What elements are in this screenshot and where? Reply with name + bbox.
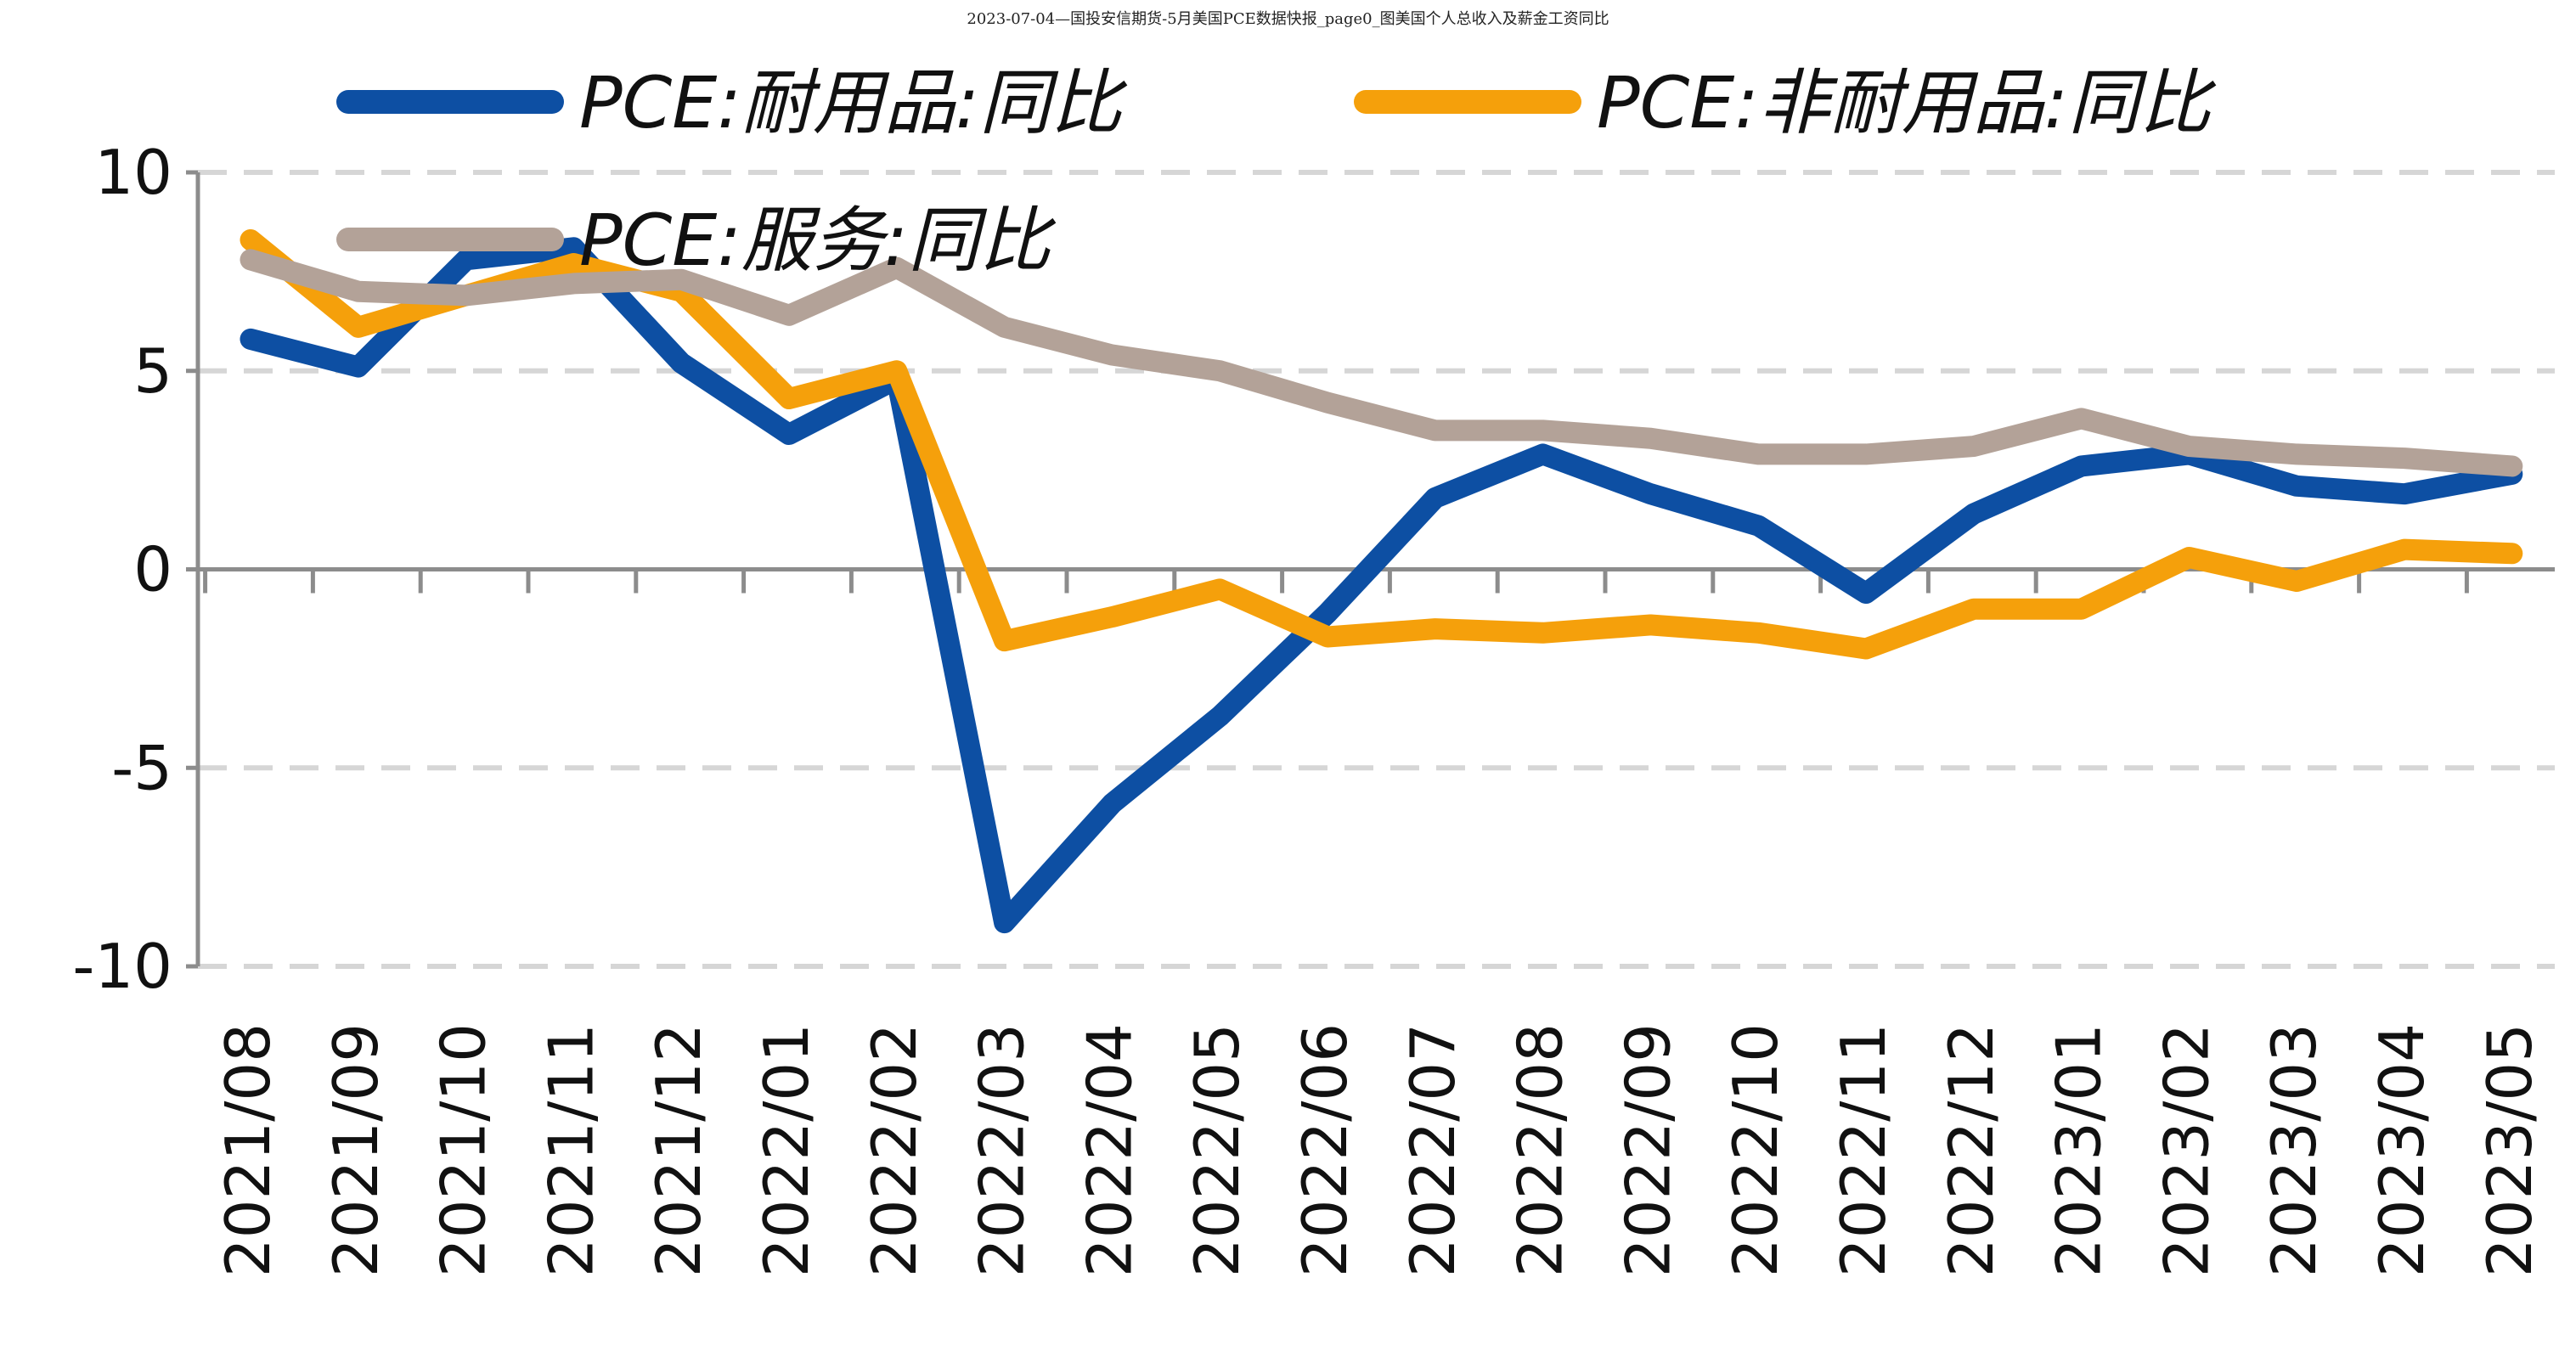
x-tick-label: 2021/09	[320, 1023, 392, 1277]
x-tick-label: 2023/05	[2474, 1023, 2545, 1277]
x-tick-label: 2022/10	[1720, 1023, 1791, 1277]
x-tick-label: 2022/11	[1828, 1023, 1899, 1277]
x-tick-label: 2021/12	[643, 1023, 714, 1277]
page-caption: 2023-07-04—国投安信期货-5月美国PCE数据快报_page0_图美国个…	[967, 10, 1609, 28]
y-tick-label: 10	[94, 137, 172, 208]
x-tick-label: 2022/07	[1397, 1023, 1468, 1277]
x-tick-label: 2022/05	[1181, 1023, 1253, 1277]
legend: PCE:耐用品:同比 PCE:非耐用品:同比 PCE:服务:同比	[336, 61, 2217, 282]
series-line-1	[240, 237, 2523, 934]
x-tick-label: 2022/01	[751, 1023, 822, 1277]
series-line-3	[240, 249, 2523, 477]
y-tick-label: 0	[133, 534, 172, 605]
x-tick-label: 2022/04	[1074, 1023, 1145, 1277]
x-tick-label: 2022/02	[859, 1023, 930, 1277]
legend-label-1: PCE:耐用品:同比	[579, 61, 1128, 144]
x-tick-label: 2023/02	[2150, 1023, 2222, 1277]
x-tick-label: 2022/12	[1936, 1023, 2007, 1277]
y-tick-label: 5	[133, 335, 172, 407]
x-tick-labels: 2021/08 2021/09 2021/10 2021/11 2021/12 2022/…	[212, 1023, 2545, 1277]
x-tick-label: 2022/08	[1505, 1023, 1576, 1277]
x-tick-label: 2023/04	[2366, 1023, 2438, 1277]
x-tick-label: 2023/03	[2258, 1023, 2330, 1277]
legend-label-2: PCE:非耐用品:同比	[1597, 61, 2217, 144]
x-tick-label: 2022/09	[1612, 1023, 1683, 1277]
x-tick-label: 2023/01	[2043, 1023, 2115, 1277]
x-tick-label: 2022/06	[1289, 1023, 1361, 1277]
x-tick-label: 2022/03	[967, 1023, 1038, 1277]
y-tick-label: -5	[111, 732, 172, 803]
x-tick-label: 2021/10	[428, 1023, 499, 1277]
series-lines	[240, 228, 2523, 934]
y-tick-labels: 10 5 0 -5 -10	[72, 137, 172, 1002]
gridlines	[198, 170, 2555, 969]
x-tick-label: 2021/11	[535, 1023, 606, 1277]
x-tick-label: 2021/08	[212, 1023, 284, 1277]
y-tick-label: -10	[72, 931, 172, 1002]
legend-label-3: PCE:服务:同比	[579, 199, 1057, 282]
